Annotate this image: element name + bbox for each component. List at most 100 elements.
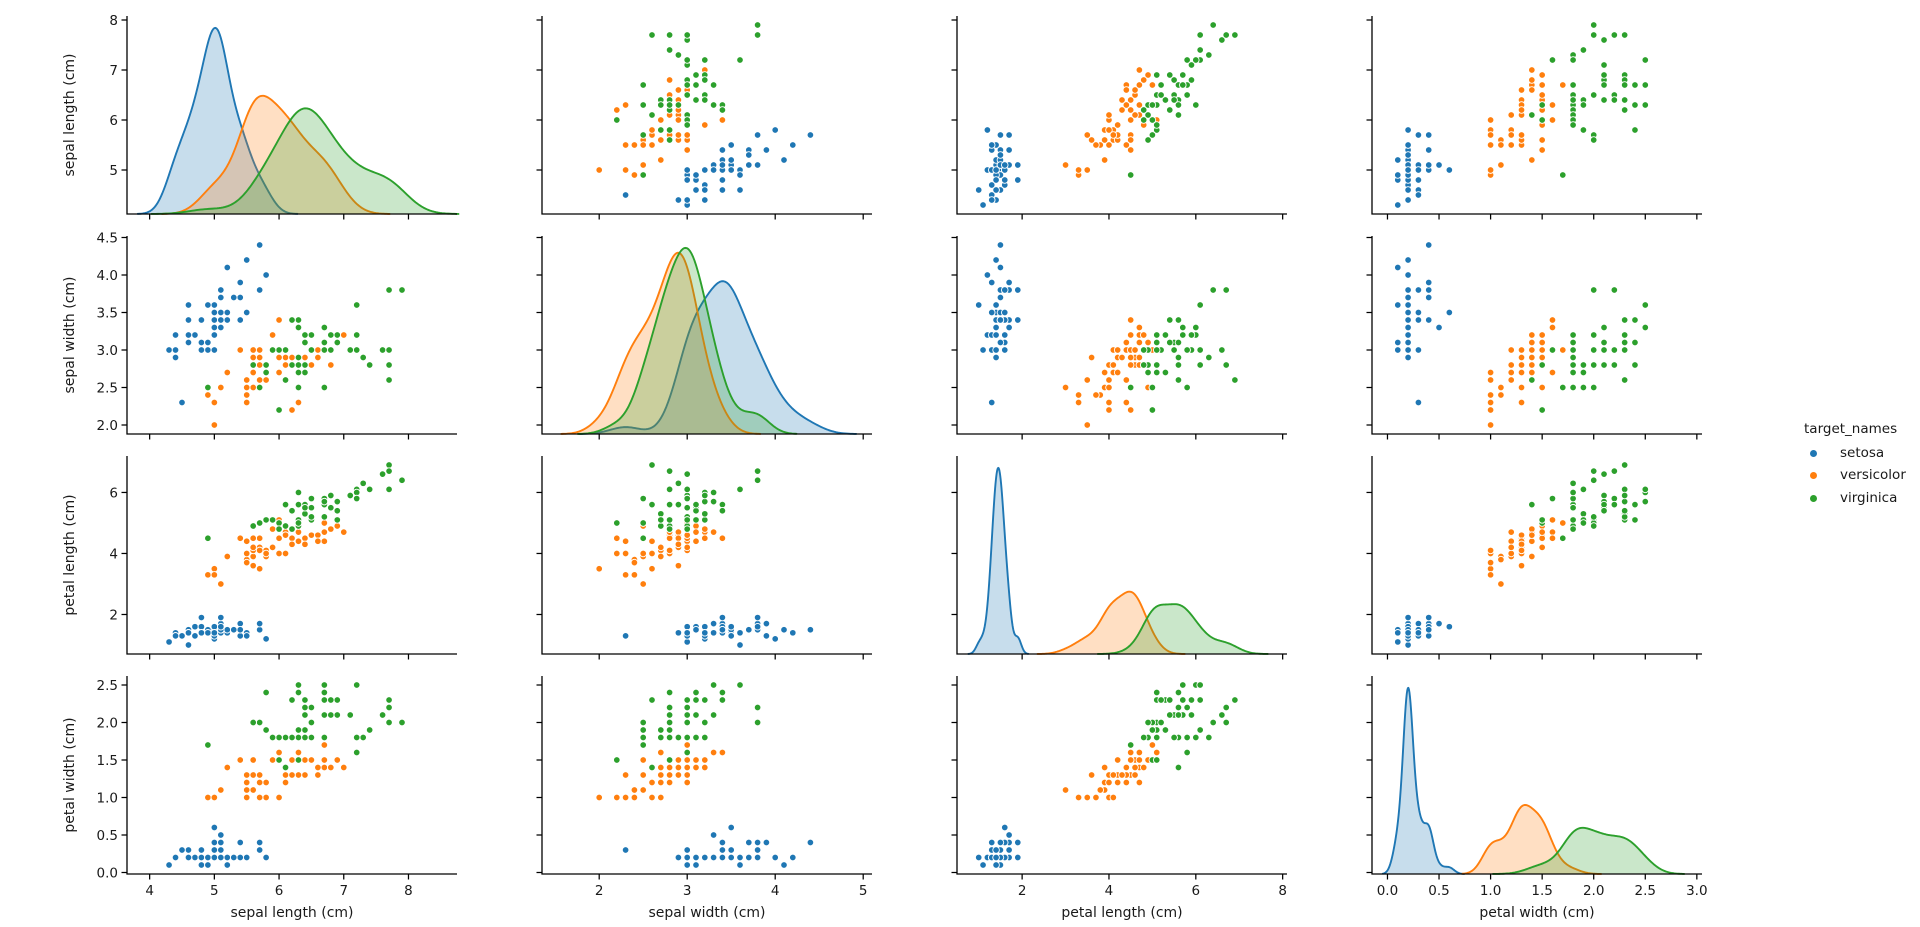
scatter-points-virginica: [1126, 286, 1239, 414]
y-ticks: [1366, 491, 1372, 616]
scatter-points-versicolor: [595, 733, 727, 802]
x-ticks: 2 3 4 5: [595, 874, 867, 899]
scatter-points-setosa: [1394, 126, 1454, 209]
y-ticks: [536, 684, 542, 874]
scatter-points-virginica: [1528, 461, 1650, 542]
x-tick-label: 4: [1105, 883, 1114, 899]
axes-spines: [956, 236, 1287, 435]
x-ticks: [149, 214, 410, 220]
subplot-1-1: [536, 236, 872, 440]
y-tick-label: 2.0: [97, 418, 118, 434]
kde-line-setosa: [578, 280, 858, 435]
kde-fill-virginica: [577, 247, 797, 434]
x-tick-label: 6: [1192, 883, 1201, 899]
scatter-points-virginica: [613, 461, 762, 542]
x-tick-label: 2.0: [1583, 883, 1604, 899]
y-axis-label-row-2: petal length (cm): [62, 494, 78, 615]
x-tick-label: 7: [339, 883, 348, 899]
y-ticks: [536, 236, 542, 426]
y-ticks: 2.0 2.5 3.0 3.5 4.0 4.5: [97, 230, 127, 434]
axes-spines: [956, 676, 1287, 875]
x-axis-label-col-3: petal width (cm): [1479, 905, 1594, 921]
y-tick-label: 1.0: [97, 790, 118, 806]
legend-entry-virginica: virginica: [1810, 491, 1906, 506]
kde-line-versicolor: [1461, 804, 1603, 875]
y-tick-label: 7: [109, 63, 118, 79]
legend-marker-versicolor: [1810, 472, 1817, 480]
y-tick-label: 3.5: [97, 305, 118, 321]
kde-fill-virginica: [151, 108, 459, 214]
x-tick-label: 0.5: [1428, 883, 1449, 899]
x-tick-label: 3: [683, 883, 692, 899]
legend-marker-setosa: [1810, 449, 1817, 457]
y-tick-label: 2: [109, 607, 118, 623]
x-tick-label: 4: [771, 883, 780, 899]
x-tick-label: 2: [595, 883, 604, 899]
scatter-points-versicolor: [1061, 316, 1161, 429]
scatter-points-virginica: [1528, 286, 1650, 414]
scatter-points-versicolor: [1486, 316, 1577, 429]
subplot-3-0: 4 5 6 7 8 0.0 0.5 1.0 1.5 2.0 2.5 sepal length (cm)…: [62, 676, 457, 921]
scatter-points-virginica: [204, 461, 406, 542]
kde-line-setosa: [136, 26, 299, 215]
y-ticks: [951, 684, 957, 874]
y-tick-label: 0.5: [97, 828, 118, 844]
x-ticks: 2 4 6 8: [1018, 874, 1287, 899]
x-tick-label: 2.5: [1635, 883, 1656, 899]
subplot-0-0: 5 6 7 8 sepal length (cm): [62, 13, 460, 220]
scatter-points-setosa: [974, 823, 1022, 869]
x-tick-label: 6: [275, 883, 284, 899]
y-axis-label-row-3: petal width (cm): [62, 717, 78, 832]
subplot-2-3: [1366, 456, 1702, 660]
scatter-points-setosa: [974, 126, 1022, 209]
x-ticks: [1021, 654, 1284, 660]
axes-spines: [126, 456, 457, 655]
scatter-points-virginica: [1528, 21, 1650, 179]
x-axis-label-col-0: sepal length (cm): [230, 905, 353, 921]
kde-fill-versicolor: [162, 95, 390, 214]
legend-label-setosa: setosa: [1840, 444, 1885, 461]
kde-line-versicolor: [161, 94, 391, 215]
y-axis-label-row-1: sepal width (cm): [62, 276, 78, 393]
scatter-points-setosa: [165, 241, 270, 407]
x-tick-label: 5: [210, 883, 219, 899]
x-ticks: [598, 434, 864, 440]
x-tick-label: 0.0: [1377, 883, 1398, 899]
subplot-0-3: [1366, 16, 1702, 220]
kde-fill-virginica: [1492, 827, 1685, 874]
legend-label-versicolor: versicolor: [1840, 467, 1906, 483]
y-tick-label: 5: [109, 163, 118, 179]
scatter-points-setosa: [1394, 613, 1454, 649]
scatter-points-virginica: [204, 286, 406, 414]
legend: target_names setosa versicolor virginica: [1800, 422, 1906, 514]
scatter-points-setosa: [165, 613, 270, 649]
scatter-points-setosa: [974, 241, 1022, 407]
kde-line-virginica: [1492, 826, 1686, 875]
scatter-points-versicolor: [204, 733, 348, 802]
y-tick-label: 2.5: [97, 678, 118, 694]
x-ticks: 4 5 6 7 8: [145, 874, 413, 899]
x-ticks: [1021, 434, 1284, 440]
scatter-points-virginica: [204, 681, 406, 772]
x-tick-label: 3.0: [1686, 883, 1707, 899]
subplot-3-1: 2 3 4 5 sepal width (cm): [536, 676, 872, 921]
kde-fill-versicolor: [1037, 591, 1185, 654]
y-ticks: [951, 19, 957, 171]
x-ticks: [1021, 214, 1284, 220]
kde-fill-setosa: [137, 27, 298, 214]
x-ticks: [1386, 214, 1698, 220]
legend-marker-virginica: [1810, 494, 1817, 502]
axes-spines: [541, 676, 872, 875]
kde-fill-setosa: [1382, 687, 1465, 874]
x-ticks: [149, 654, 410, 660]
scatter-points-versicolor: [1061, 66, 1161, 179]
y-tick-label: 1.5: [97, 753, 118, 769]
x-axis-label-col-2: petal length (cm): [1061, 905, 1182, 921]
axes-spines: [1371, 16, 1702, 215]
kde-line-setosa: [967, 466, 1030, 655]
axes-spines: [541, 456, 872, 655]
scatter-points-virginica: [1126, 21, 1239, 179]
kde-fill-virginica: [1097, 604, 1268, 654]
